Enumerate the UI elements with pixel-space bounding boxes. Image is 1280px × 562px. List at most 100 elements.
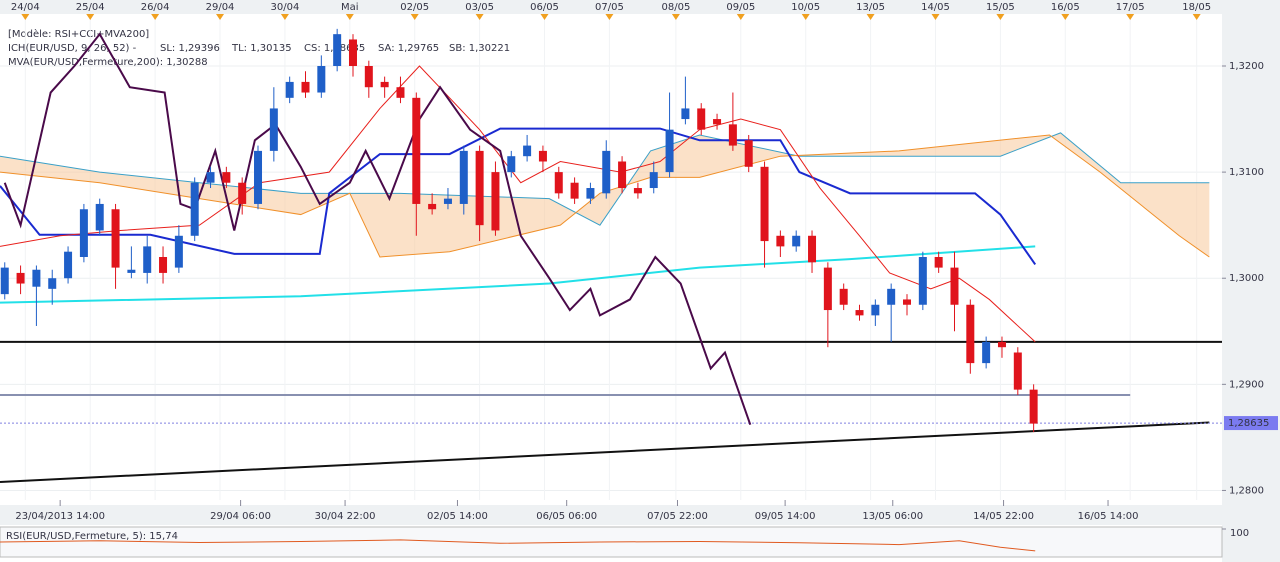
legend-entry: MVA(EUR/USD,Fermeture,200): 1,30288 <box>8 57 208 68</box>
y-tick-label: 1,3000 <box>1229 273 1264 284</box>
candle-body <box>364 65 373 88</box>
candle-body <box>143 246 152 273</box>
candle-body <box>16 272 25 284</box>
candle-body <box>728 124 737 146</box>
x-tick-label: 26/04 <box>141 2 170 13</box>
x-tick-label: 13/05 06:00 <box>862 511 923 522</box>
candle-body <box>618 161 627 189</box>
trend-line <box>0 421 1210 483</box>
candle-body <box>744 140 753 167</box>
candle-body <box>697 108 706 130</box>
x-tick-marker <box>21 14 30 20</box>
x-tick-marker <box>671 14 680 20</box>
candle-body <box>982 341 991 364</box>
candle-body <box>586 188 595 199</box>
x-tick-marker <box>475 14 484 20</box>
candle-body <box>301 81 310 93</box>
candle-body <box>95 203 104 231</box>
x-tick-label: 17/05 <box>1116 2 1145 13</box>
candle-body <box>538 150 547 162</box>
ichimoku-cloud <box>0 132 1210 257</box>
x-tick-label: 10/05 <box>791 2 820 13</box>
candle-body <box>317 65 326 93</box>
x-tick-marker <box>866 14 875 20</box>
candle-body <box>269 108 278 151</box>
x-tick-marker <box>345 14 354 20</box>
indicator-line <box>3 32 752 425</box>
candle-body <box>333 34 342 66</box>
candle-body <box>111 209 120 268</box>
x-tick-marker <box>1192 14 1201 20</box>
x-tick-label: 07/05 <box>595 2 624 13</box>
candle-body <box>285 81 294 98</box>
x-tick-label: 09/05 14:00 <box>755 511 816 522</box>
x-tick-label: Mai <box>341 2 359 13</box>
x-tick-label: 16/05 14:00 <box>1078 511 1139 522</box>
x-tick-label: 13/05 <box>856 2 885 13</box>
cloud-span <box>0 134 1210 258</box>
candle-body <box>966 304 975 364</box>
indicator-line <box>0 65 1036 343</box>
y-tick-label: 1,3100 <box>1229 167 1264 178</box>
x-tick-label: 23/04/2013 14:00 <box>15 511 105 522</box>
x-tick-label: 29/04 <box>206 2 235 13</box>
legend-entry: TL: 1,30135 <box>231 43 292 54</box>
candle-body <box>570 182 579 199</box>
candle-body <box>443 198 452 204</box>
y-tick-label: 1,2900 <box>1229 379 1264 390</box>
candle-body <box>523 145 532 157</box>
bottom-axis-band <box>0 505 1222 525</box>
x-tick-label: 14/05 <box>921 2 950 13</box>
x-tick-marker <box>1126 14 1135 20</box>
candle-body <box>127 269 136 273</box>
last-price-box <box>1224 416 1278 431</box>
top-axis-band <box>0 0 1222 14</box>
x-tick-marker <box>86 14 95 20</box>
x-tick-marker <box>931 14 940 20</box>
candle-body <box>1029 389 1038 424</box>
candle-body <box>507 156 516 173</box>
x-tick-label: 09/05 <box>726 2 755 13</box>
candle-body <box>380 81 389 88</box>
x-tick-label: 07/05 22:00 <box>647 511 708 522</box>
legend-entry: ICH(EUR/USD, 9, 26, 52) - <box>8 43 137 54</box>
x-tick-marker <box>540 14 549 20</box>
x-tick-marker <box>410 14 419 20</box>
candle-body <box>950 267 959 305</box>
candle-body <box>823 267 832 311</box>
x-tick-label: 06/05 <box>530 2 559 13</box>
candle-body <box>903 299 912 305</box>
x-tick-label: 15/05 <box>986 2 1015 13</box>
x-tick-label: 16/05 <box>1051 2 1080 13</box>
candle-body <box>1013 352 1022 390</box>
legend-entry: SB: 1,30221 <box>449 43 510 54</box>
candle-body <box>222 172 231 183</box>
candle-body <box>808 235 817 263</box>
x-tick-label: 18/05 <box>1182 2 1211 13</box>
candle-body <box>491 172 500 231</box>
x-tick-marker <box>801 14 810 20</box>
rsi-tick-label: 100 <box>1230 528 1249 539</box>
candle-body <box>428 203 437 210</box>
candle-body <box>174 235 183 268</box>
candle-body <box>713 119 722 125</box>
rsi-title: RSI(EUR/USD,Fermeture, 5): 15,74 <box>6 531 178 542</box>
candle-body <box>254 150 263 204</box>
x-tick-label: 14/05 22:00 <box>973 511 1034 522</box>
x-tick-marker <box>996 14 1005 20</box>
rsi-line <box>0 539 1036 552</box>
x-tick-marker <box>280 14 289 20</box>
candle-body <box>681 108 690 120</box>
candle-body <box>64 251 73 279</box>
candle-body <box>776 235 785 247</box>
y-tick-label: 1,3200 <box>1229 61 1264 72</box>
x-tick-label: 30/04 <box>271 2 300 13</box>
legend-entry: SL: 1,29396 <box>160 43 220 54</box>
candle-body <box>459 150 468 204</box>
indicator-line <box>0 127 1037 266</box>
x-tick-marker <box>605 14 614 20</box>
x-tick-label: 02/05 <box>400 2 429 13</box>
candle-body <box>206 172 215 183</box>
